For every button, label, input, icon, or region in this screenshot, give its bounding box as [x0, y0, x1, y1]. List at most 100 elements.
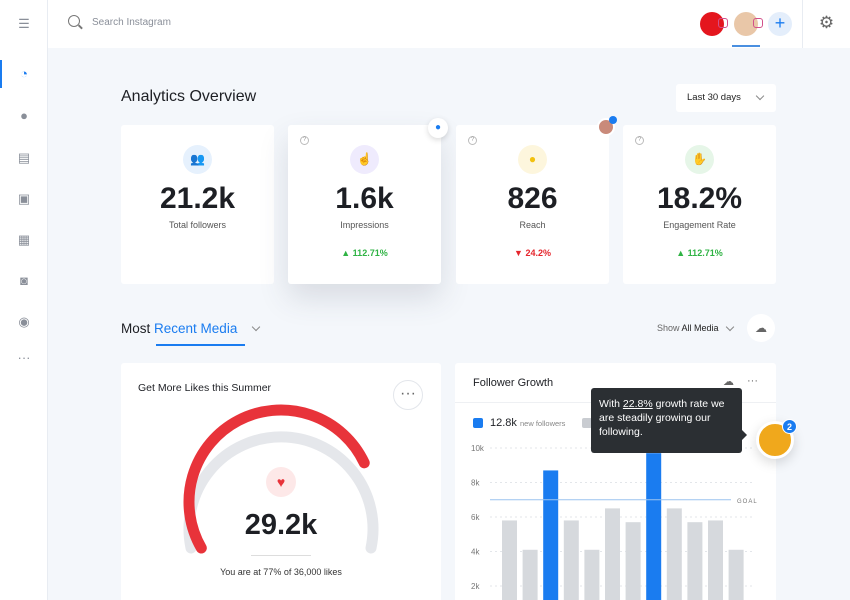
- help-icon[interactable]: ?: [635, 136, 644, 145]
- instagram-icon[interactable]: ◙: [20, 273, 28, 288]
- tooltip-highlight: 22.8%: [622, 398, 653, 410]
- y-tick-label: 8k: [471, 479, 480, 488]
- y-tick-label: 6k: [471, 513, 480, 522]
- stat-value: 1.6k: [335, 182, 394, 215]
- card-title: Follower Growth: [473, 377, 554, 389]
- search-input[interactable]: Search Instagram: [92, 17, 171, 28]
- legend-new-followers: 12.8k new followers: [490, 417, 565, 429]
- search-icon: [68, 15, 80, 27]
- commenter-avatar[interactable]: [756, 421, 794, 459]
- growth-bar-chart: 2k 4k 6k 8k 10k GOAL: [471, 444, 758, 600]
- notification-badge: [609, 116, 617, 124]
- stat-label: Total followers: [168, 220, 227, 230]
- bar: [728, 549, 744, 600]
- stat-change: ▲ 112.71%: [341, 248, 388, 258]
- gear-icon[interactable]: ⚙: [802, 0, 850, 48]
- follower-growth-card: Follower Growth ☁ ··· 12.8k new follower…: [455, 363, 776, 600]
- stat-value: 826: [507, 182, 558, 215]
- tooltip-text: With: [599, 398, 623, 410]
- instagram-icon: [753, 18, 763, 28]
- stat-card-reach: ? ● 826 Reach ▼ 24.2%: [456, 125, 609, 284]
- likes-caption: You are at 77% of 36,000 likes: [220, 567, 342, 577]
- card-title: Get More Likes this Summer: [138, 382, 272, 394]
- chat-icon[interactable]: ●: [20, 108, 28, 123]
- legend-swatch-blue: [473, 418, 483, 428]
- users-icon: 👥: [183, 145, 212, 174]
- bar: [666, 508, 682, 600]
- page-title: Analytics Overview: [121, 88, 257, 105]
- date-range-value: Last 30 days: [687, 92, 741, 103]
- likes-value: 29.2k: [244, 509, 318, 541]
- goal-label: GOAL: [737, 499, 758, 505]
- help-icon[interactable]: ?: [468, 136, 477, 145]
- likes-card: Get More Likes this Summer ··· ♥ 29.2k Y…: [121, 363, 441, 600]
- media-filter-select[interactable]: Show All Media: [657, 323, 719, 333]
- stat-value: 18.2%: [656, 182, 743, 215]
- bar: [502, 520, 517, 600]
- add-account-button[interactable]: +: [768, 12, 792, 36]
- tooltip-text: growth rate we are steadily growing our …: [599, 398, 725, 438]
- stat-card-impressions: ? ☝ 1.6k Impressions ▲ 112.71%: [288, 125, 441, 284]
- cloud-download-icon[interactable]: ☁: [723, 376, 734, 388]
- active-account-indicator: [732, 45, 760, 47]
- stat-change: ▼ 24.2%: [514, 248, 551, 258]
- account-avatar-user[interactable]: [734, 12, 758, 36]
- account-avatar-nike[interactable]: [700, 12, 724, 36]
- y-tick-label: 10k: [471, 444, 485, 453]
- cloud-download-icon[interactable]: ☁: [747, 314, 775, 342]
- filter-prefix: Show: [657, 323, 680, 333]
- section-tab[interactable]: Recent Media: [154, 321, 238, 336]
- date-range-select[interactable]: Last 30 days: [676, 84, 776, 112]
- y-tick-label: 4k: [471, 548, 480, 557]
- more-options-button[interactable]: ···: [393, 380, 423, 410]
- coin-icon: ●: [518, 145, 547, 174]
- stat-card-followers: 👥 21.2k Total followers: [121, 125, 274, 284]
- section-prefix: Most: [121, 321, 151, 336]
- bar: [563, 520, 579, 600]
- sidebar: ☰ ◔ ● ▤ ▣ ▦ ◙ ◉ ···: [0, 0, 48, 600]
- bar: [687, 522, 703, 600]
- chevron-down-icon[interactable]: [251, 322, 261, 332]
- tap-icon: ☝: [350, 145, 379, 174]
- hand-icon: ✋: [685, 145, 714, 174]
- legend-value: 12.8k: [490, 417, 517, 429]
- notification-badge: 2: [782, 419, 797, 434]
- growth-tooltip: With 22.8% growth rate we are steadily g…: [591, 388, 747, 453]
- menu-icon[interactable]: ☰: [18, 16, 30, 31]
- section-underline: [156, 344, 245, 346]
- apps-icon[interactable]: ▦: [17, 232, 31, 247]
- bar: [625, 522, 641, 600]
- filter-value: All Media: [681, 323, 719, 333]
- legend-swatch-gray: [582, 418, 592, 428]
- analytics-icon[interactable]: ◔: [20, 66, 28, 81]
- stat-card-engagement: ? ✋ 18.2% Engagement Rate ▲ 112.71%: [623, 125, 776, 284]
- chevron-down-icon[interactable]: [725, 322, 735, 332]
- calendar-icon[interactable]: ▣: [17, 191, 31, 206]
- chevron-down-icon: [755, 91, 765, 101]
- bar: [543, 470, 559, 600]
- heart-icon: ♥: [266, 467, 296, 497]
- stat-label: Reach: [519, 220, 546, 230]
- stat-value: 21.2k: [159, 182, 236, 215]
- bar: [605, 508, 620, 600]
- gauge-fill: [183, 404, 370, 554]
- document-icon[interactable]: ▤: [17, 150, 31, 165]
- likes-gauge: [183, 404, 379, 554]
- instagram-icon: [718, 18, 728, 28]
- bar: [584, 549, 600, 600]
- comment-pin-icon[interactable]: ●: [428, 118, 448, 138]
- bar: [708, 520, 723, 600]
- more-options-button[interactable]: ···: [747, 375, 758, 387]
- more-icon[interactable]: ···: [17, 350, 31, 365]
- y-tick-label: 2k: [471, 582, 480, 591]
- divider: [251, 555, 311, 556]
- section-title[interactable]: Most Recent Media: [121, 321, 237, 336]
- bar: [522, 549, 538, 600]
- stat-label: Engagement Rate: [663, 220, 736, 230]
- active-indicator: [0, 60, 2, 88]
- topbar: Search Instagram +: [48, 0, 802, 48]
- help-icon[interactable]: ?: [300, 136, 309, 145]
- stat-change: ▲ 112.71%: [676, 248, 723, 258]
- bar: [646, 453, 662, 600]
- compass-icon[interactable]: ◉: [18, 314, 30, 329]
